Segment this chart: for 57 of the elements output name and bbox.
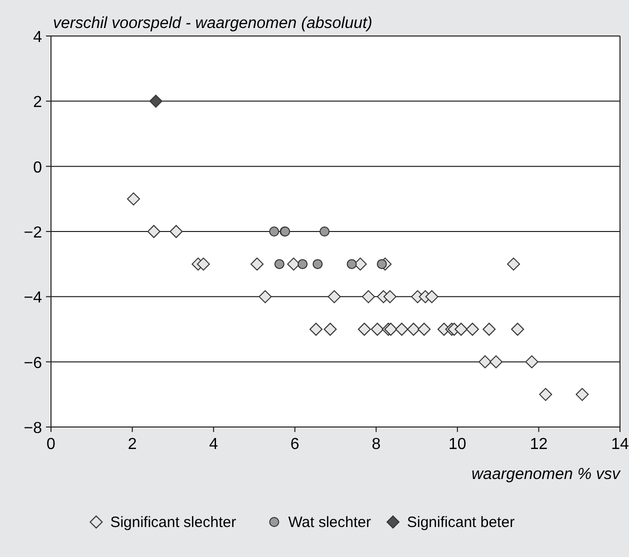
point bbox=[454, 322, 468, 336]
point bbox=[511, 322, 524, 336]
point bbox=[274, 259, 284, 270]
point bbox=[418, 322, 431, 336]
point bbox=[328, 290, 341, 304]
y-tick-label: −2 bbox=[24, 224, 42, 242]
x-tick-label: 8 bbox=[372, 436, 381, 453]
x-tick-label: 2 bbox=[128, 436, 137, 453]
point bbox=[196, 258, 210, 271]
y-tick-label: −6 bbox=[24, 354, 42, 372]
point bbox=[346, 259, 357, 270]
legend-label: Significant beter bbox=[407, 514, 515, 531]
point bbox=[482, 322, 496, 336]
y-tick-label: 4 bbox=[33, 29, 42, 46]
point bbox=[478, 355, 492, 368]
y-axis-title: verschil voorspeld - waargenomen (absoluut) bbox=[53, 15, 372, 32]
x-tick-label: 12 bbox=[530, 436, 548, 453]
point bbox=[358, 322, 371, 336]
y-tick-label: −8 bbox=[24, 420, 42, 437]
point bbox=[576, 388, 589, 401]
point bbox=[376, 259, 387, 270]
point bbox=[170, 225, 183, 238]
y-tick-label: 2 bbox=[33, 94, 42, 112]
point bbox=[507, 258, 520, 271]
point bbox=[425, 290, 438, 304]
x-tick-label: 0 bbox=[46, 436, 56, 453]
point bbox=[250, 258, 264, 271]
point bbox=[320, 226, 330, 236]
point bbox=[490, 355, 503, 368]
point bbox=[147, 225, 160, 238]
x-tick-label: 10 bbox=[448, 436, 466, 453]
point bbox=[298, 259, 308, 270]
legend-label: Wat slechter bbox=[288, 514, 372, 531]
point bbox=[407, 322, 420, 336]
legend-label: Significant slechter bbox=[110, 514, 236, 531]
x-axis-title: waargenomen % vsv bbox=[471, 466, 621, 483]
x-tick-label: 14 bbox=[611, 436, 629, 453]
point bbox=[324, 322, 337, 336]
point bbox=[149, 94, 162, 108]
x-tick-label: 4 bbox=[209, 436, 218, 453]
point bbox=[525, 355, 538, 368]
point bbox=[269, 226, 280, 236]
x-tick-label: 6 bbox=[290, 436, 300, 453]
point bbox=[362, 290, 375, 304]
point bbox=[383, 290, 396, 304]
y-tick-label: 0 bbox=[33, 159, 42, 176]
y-tick-label: −4 bbox=[24, 290, 42, 307]
point bbox=[312, 259, 323, 270]
point bbox=[466, 322, 479, 336]
point bbox=[127, 192, 140, 206]
point bbox=[395, 322, 408, 336]
point bbox=[309, 322, 322, 336]
point bbox=[539, 388, 552, 401]
point bbox=[287, 258, 300, 271]
point bbox=[258, 290, 272, 304]
point bbox=[384, 322, 398, 336]
point bbox=[370, 322, 384, 336]
